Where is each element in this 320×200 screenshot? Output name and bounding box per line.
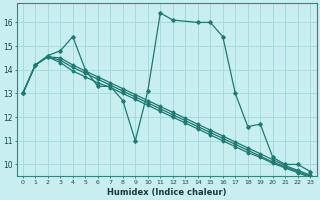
X-axis label: Humidex (Indice chaleur): Humidex (Indice chaleur) — [107, 188, 226, 197]
